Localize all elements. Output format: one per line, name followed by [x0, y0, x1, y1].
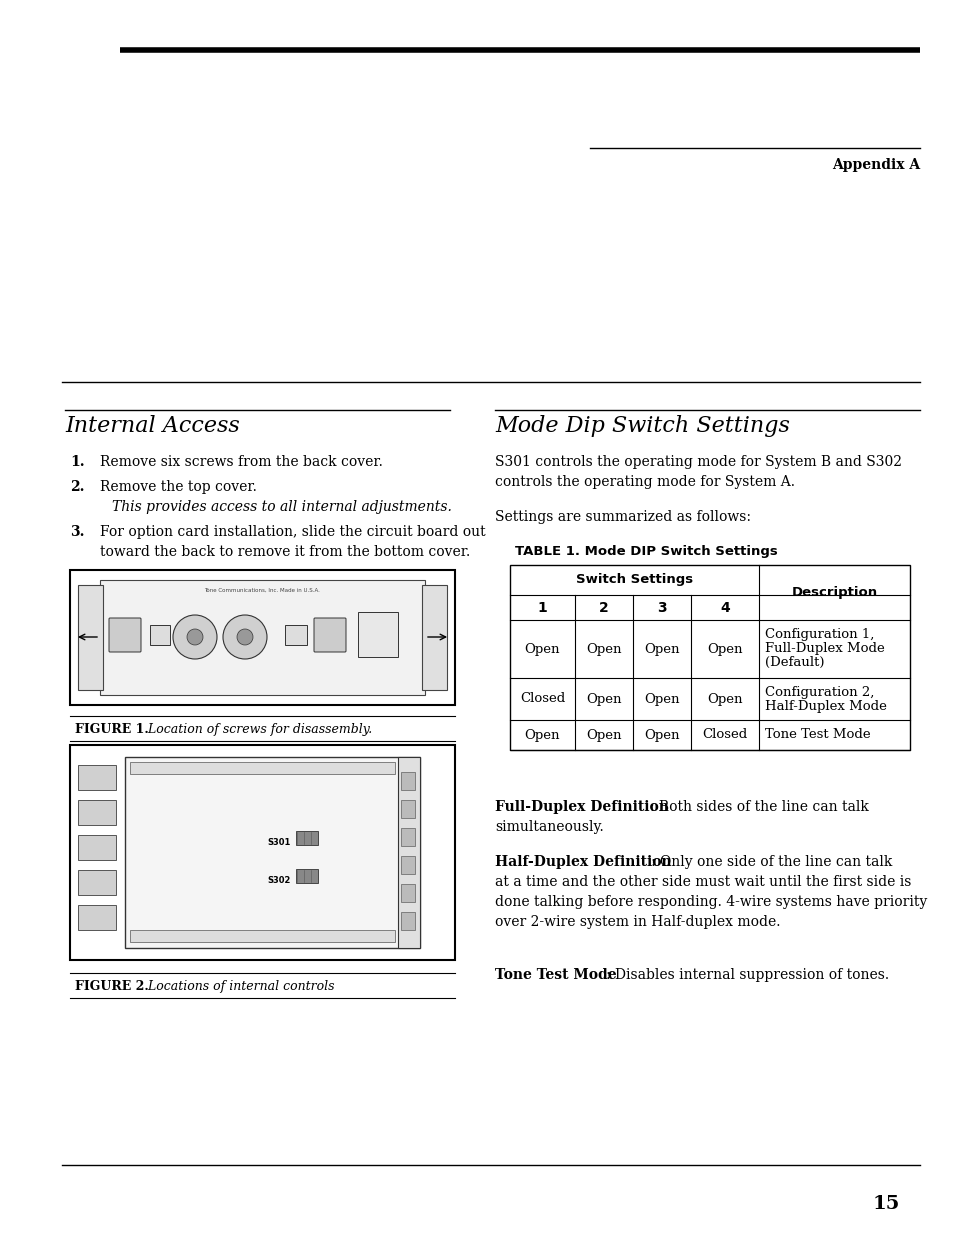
- Text: Tone Test Mode: Tone Test Mode: [495, 968, 616, 982]
- Text: 2: 2: [598, 600, 608, 615]
- Text: Locations of internal controls: Locations of internal controls: [140, 981, 335, 993]
- Text: 4: 4: [720, 600, 729, 615]
- Bar: [78, 585, 103, 690]
- Text: 3: 3: [657, 600, 666, 615]
- Bar: [78, 764, 116, 790]
- Text: Configuration 1,: Configuration 1,: [764, 629, 874, 641]
- Text: Open: Open: [524, 729, 559, 741]
- Bar: [400, 884, 415, 902]
- Bar: [125, 757, 419, 948]
- Text: : Disables internal suppression of tones.: : Disables internal suppression of tones…: [605, 968, 888, 982]
- Text: TABLE 1. Mode DIP Switch Settings: TABLE 1. Mode DIP Switch Settings: [515, 545, 777, 558]
- Text: at a time and the other side must wait until the first side is: at a time and the other side must wait u…: [495, 876, 910, 889]
- Text: Tone Test Mode: Tone Test Mode: [764, 727, 870, 741]
- Bar: [130, 762, 395, 774]
- FancyBboxPatch shape: [314, 618, 346, 652]
- Text: Full-Duplex Definition: Full-Duplex Definition: [495, 800, 668, 814]
- Text: FIGURE 2.: FIGURE 2.: [75, 981, 149, 993]
- Text: Open: Open: [586, 642, 621, 656]
- Text: 15: 15: [872, 1195, 899, 1213]
- Text: (Default): (Default): [764, 656, 823, 669]
- Text: S302: S302: [268, 876, 291, 885]
- Text: Configuration 2,: Configuration 2,: [764, 685, 874, 699]
- Text: Settings are summarized as follows:: Settings are summarized as follows:: [495, 510, 750, 524]
- Text: 1.: 1.: [70, 454, 85, 469]
- Text: : Both sides of the line can talk: : Both sides of the line can talk: [649, 800, 868, 814]
- Text: Open: Open: [643, 642, 679, 656]
- Text: over 2-wire system in Half-duplex mode.: over 2-wire system in Half-duplex mode.: [495, 915, 780, 929]
- Bar: [295, 831, 317, 845]
- Circle shape: [172, 615, 216, 659]
- Bar: [400, 911, 415, 930]
- Bar: [400, 827, 415, 846]
- Bar: [400, 772, 415, 790]
- Text: Internal Access: Internal Access: [65, 415, 239, 437]
- Bar: [400, 856, 415, 874]
- Text: Open: Open: [586, 693, 621, 705]
- Bar: [78, 800, 116, 825]
- Text: Open: Open: [643, 693, 679, 705]
- Bar: [78, 905, 116, 930]
- Circle shape: [223, 615, 267, 659]
- Text: done talking before responding. 4-wire systems have priority: done talking before responding. 4-wire s…: [495, 895, 926, 909]
- Bar: [400, 800, 415, 818]
- Bar: [150, 625, 170, 645]
- Bar: [357, 613, 397, 657]
- Text: Tone Communications, Inc. Made in U.S.A.: Tone Communications, Inc. Made in U.S.A.: [204, 588, 319, 593]
- Text: Open: Open: [706, 642, 742, 656]
- Text: Mode Dip Switch Settings: Mode Dip Switch Settings: [495, 415, 789, 437]
- Text: Location of screws for disassembly.: Location of screws for disassembly.: [140, 722, 372, 736]
- Circle shape: [187, 629, 203, 645]
- Text: 1: 1: [537, 600, 547, 615]
- Text: Full-Duplex Mode: Full-Duplex Mode: [764, 642, 883, 655]
- Bar: [100, 580, 424, 695]
- Text: Description: Description: [791, 585, 877, 599]
- Text: Appendix A: Appendix A: [831, 158, 919, 172]
- Text: S301 controls the operating mode for System B and S302: S301 controls the operating mode for Sys…: [495, 454, 901, 469]
- Text: Open: Open: [586, 729, 621, 741]
- Text: Open: Open: [643, 729, 679, 741]
- Text: 2.: 2.: [70, 480, 85, 494]
- Bar: [285, 625, 307, 645]
- Text: toward the back to remove it from the bottom cover.: toward the back to remove it from the bo…: [100, 545, 470, 559]
- Text: simultaneously.: simultaneously.: [495, 820, 603, 834]
- Text: FIGURE 1.: FIGURE 1.: [75, 722, 149, 736]
- Bar: [295, 869, 317, 883]
- Bar: [78, 835, 116, 860]
- Text: Closed: Closed: [701, 729, 747, 741]
- Text: 3.: 3.: [70, 525, 85, 538]
- Bar: [421, 585, 447, 690]
- Bar: [397, 757, 419, 948]
- Text: Open: Open: [524, 642, 559, 656]
- Bar: [70, 745, 455, 960]
- Text: Remove the top cover.: Remove the top cover.: [100, 480, 256, 494]
- Text: controls the operating mode for System A.: controls the operating mode for System A…: [495, 475, 794, 489]
- Text: Open: Open: [706, 693, 742, 705]
- Text: Half-Duplex Definition: Half-Duplex Definition: [495, 855, 671, 869]
- Bar: [78, 869, 116, 895]
- Bar: [70, 571, 455, 705]
- Text: Half-Duplex Mode: Half-Duplex Mode: [764, 700, 886, 713]
- Text: S301: S301: [268, 837, 291, 847]
- Text: This provides access to all internal adjustments.: This provides access to all internal adj…: [112, 500, 452, 514]
- Text: Remove six screws from the back cover.: Remove six screws from the back cover.: [100, 454, 382, 469]
- Text: : Only one side of the line can talk: : Only one side of the line can talk: [650, 855, 891, 869]
- FancyBboxPatch shape: [109, 618, 141, 652]
- Text: Switch Settings: Switch Settings: [576, 573, 692, 587]
- Text: Closed: Closed: [519, 693, 564, 705]
- Bar: [130, 930, 395, 942]
- Circle shape: [236, 629, 253, 645]
- Bar: [510, 564, 909, 750]
- Text: For option card installation, slide the circuit board out: For option card installation, slide the …: [100, 525, 485, 538]
